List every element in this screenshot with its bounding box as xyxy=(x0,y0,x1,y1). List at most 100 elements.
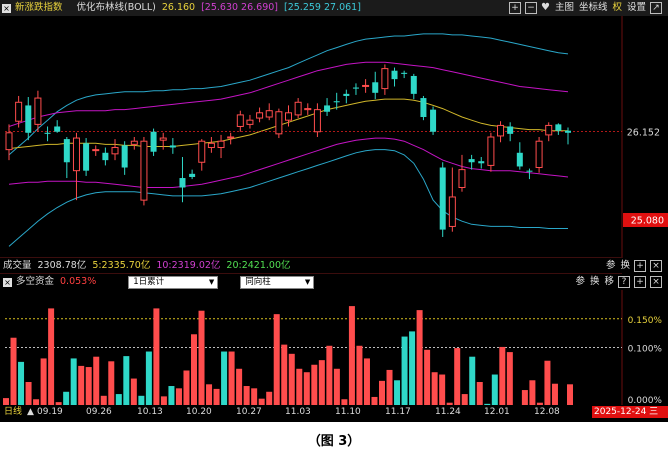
fund-bar xyxy=(288,353,295,405)
settings-button[interactable]: 设置 xyxy=(626,2,646,13)
volume-zoom-in-icon[interactable]: + xyxy=(634,259,646,272)
fund-bar xyxy=(424,349,431,405)
period-label[interactable]: 日线 xyxy=(4,407,23,417)
volume-close-icon[interactable]: × xyxy=(650,259,662,272)
date-tick: 11.24 xyxy=(435,407,461,417)
fund-param-button[interactable]: 参 xyxy=(575,276,585,287)
divider xyxy=(0,273,622,274)
candle-body xyxy=(198,140,206,163)
fund-bar xyxy=(416,310,423,405)
candle-body xyxy=(72,137,80,172)
fund-bar xyxy=(491,374,498,405)
nav-arrow-icon[interactable]: ▲ xyxy=(27,407,34,417)
fund-bar xyxy=(318,360,325,405)
fund-bar xyxy=(296,368,303,405)
price-chart: 26.152 25.080 xyxy=(5,16,668,258)
fund-bar xyxy=(243,386,250,405)
fund-bar xyxy=(544,360,551,405)
fund-bar xyxy=(341,399,348,405)
boll-lower-line xyxy=(8,149,568,247)
close-icon[interactable]: × xyxy=(2,3,11,13)
candle-body xyxy=(83,143,90,171)
fund-bar xyxy=(551,383,558,405)
fund-bar xyxy=(108,361,115,405)
fund-bar xyxy=(536,402,543,405)
fund-bar xyxy=(401,336,408,405)
accumulation-select[interactable]: 1日累计 ▼ xyxy=(128,275,219,289)
fund-bar xyxy=(10,337,17,405)
close-icon[interactable]: × xyxy=(3,277,12,287)
fund-bar xyxy=(55,402,62,405)
fund-bar xyxy=(394,380,401,405)
fund-zoom-in-icon[interactable]: + xyxy=(634,276,646,288)
fund-switch-button[interactable]: 换 xyxy=(589,276,600,287)
fund-bar xyxy=(206,384,213,405)
candle-body xyxy=(275,111,283,135)
fund-bar xyxy=(499,346,506,405)
fund-bar xyxy=(78,365,85,405)
date-tick: 11.17 xyxy=(385,407,411,417)
fund-move-button[interactable]: 移 xyxy=(604,276,614,287)
fund-bar xyxy=(409,331,416,405)
candle-body xyxy=(507,126,514,134)
zoom-in-icon[interactable]: + xyxy=(508,2,521,14)
candle-body xyxy=(54,126,61,132)
candle-body xyxy=(487,136,495,166)
candle-body xyxy=(285,112,292,121)
candle-body xyxy=(159,137,167,141)
candle-body xyxy=(304,108,312,111)
fund-axis-label: 0.000% xyxy=(628,396,663,405)
price-axis-label: 26.152 xyxy=(627,128,660,139)
fund-bar xyxy=(461,394,468,405)
bar-mode-select[interactable]: 同向柱 ▼ xyxy=(240,275,315,289)
fund-axis-label: 0.150% xyxy=(628,316,663,326)
candle-body xyxy=(497,124,505,137)
date-tick: 09.19 xyxy=(37,407,63,417)
expand-icon[interactable]: ↗ xyxy=(650,2,662,14)
heart-icon[interactable]: ♥ xyxy=(540,2,550,13)
candle-body xyxy=(256,112,264,119)
fund-close-icon[interactable]: × xyxy=(650,276,662,288)
fund-bar xyxy=(236,368,243,405)
fund-bar xyxy=(115,394,122,405)
candle-body xyxy=(401,72,408,74)
candle-body xyxy=(458,169,466,189)
boll-mid-value: 26.160 xyxy=(161,2,196,13)
volume-header: 成交量 2308.78亿 5:2335.70亿 10:2319.02亿 20:2… xyxy=(0,258,668,273)
fund-bar xyxy=(175,388,182,405)
volume-switch-button[interactable]: 换 xyxy=(620,259,630,271)
index-name[interactable]: 新涨跌指数 xyxy=(15,2,63,13)
candle-body xyxy=(439,167,446,230)
boll-inner-upper-line xyxy=(8,61,569,127)
fund-axis-label: 0.100% xyxy=(628,345,663,355)
volume-label[interactable]: 成交量 xyxy=(3,259,32,271)
candle-body xyxy=(92,149,100,152)
volume-param-button[interactable]: 参 xyxy=(605,259,616,271)
fund-bar xyxy=(567,384,573,405)
candle-body xyxy=(236,114,244,127)
fund-bar xyxy=(273,314,280,405)
candle-body xyxy=(227,136,235,139)
date-tick: 09.26 xyxy=(86,407,112,417)
indicator-header: × 新涨跌指数 优化布林线(BOLL) 26.160 [25.630 26.69… xyxy=(0,0,668,16)
fund-bar xyxy=(18,361,25,405)
candle-body xyxy=(410,75,417,94)
candle-body xyxy=(555,124,562,131)
zoom-out-icon[interactable]: − xyxy=(524,2,537,14)
rights-button[interactable]: 权 xyxy=(612,2,622,13)
help-icon[interactable]: ? xyxy=(618,276,630,288)
fund-bar xyxy=(529,380,536,405)
fund-label[interactable]: 多空资金 xyxy=(16,276,55,287)
fund-bar xyxy=(521,390,528,405)
current-date-badge: 2025-12-24 三 xyxy=(592,406,668,418)
axis-button[interactable]: 坐标线 xyxy=(578,2,608,13)
fund-bar xyxy=(168,386,175,405)
boll-upper-range: [25.630 26.690] xyxy=(201,2,279,13)
candle-body xyxy=(362,84,370,87)
candle-body xyxy=(121,145,128,168)
indicator-name[interactable]: 优化布林线(BOLL) xyxy=(76,2,156,13)
fund-bar xyxy=(191,334,197,405)
candle-body xyxy=(372,82,379,93)
main-chart-button[interactable]: 主图 xyxy=(554,2,574,13)
fund-bar xyxy=(476,382,483,405)
